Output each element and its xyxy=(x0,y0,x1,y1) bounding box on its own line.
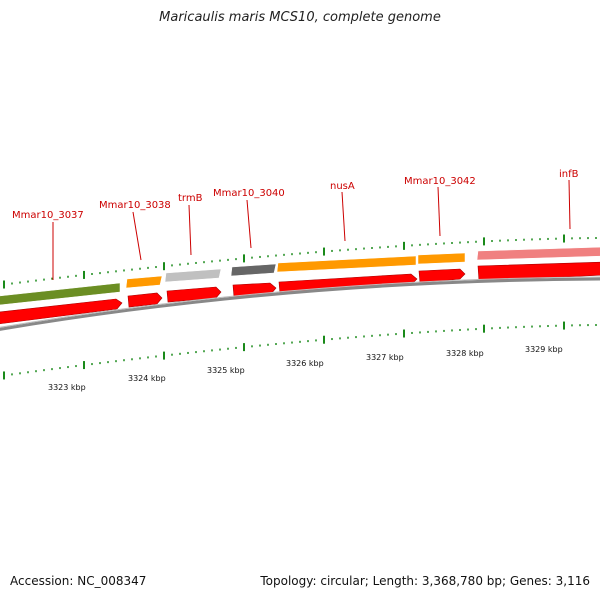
gene-label-mmar10-3042[interactable]: Mmar10_3042 xyxy=(404,176,476,187)
label-leaders xyxy=(52,179,571,280)
cds-arrow-mmar10-3037[interactable] xyxy=(0,298,123,325)
gene-feature-mmar10-3038[interactable] xyxy=(125,275,163,289)
kbp-label: 3327 kbp xyxy=(366,353,404,362)
gene-label-nusa[interactable]: nusA xyxy=(330,181,355,192)
cds-arrow-mmar10-3042[interactable] xyxy=(418,268,466,284)
cds-arrow-mmar10-3038[interactable] xyxy=(127,292,163,308)
genome-summary-text: Topology: circular; Length: 3,368,780 bp… xyxy=(260,574,590,588)
outer-ticks xyxy=(3,234,597,289)
inner-ticks xyxy=(3,321,597,380)
gene-feature-mmar10-3042[interactable] xyxy=(417,252,466,265)
gene-feature-infb[interactable] xyxy=(476,246,600,261)
accession-text: Accession: NC_008347 xyxy=(10,574,147,588)
kbp-label: 3329 kbp xyxy=(525,345,563,354)
kbp-label: 3325 kbp xyxy=(207,366,245,375)
gene-feature-mmar10-3040[interactable] xyxy=(230,263,277,277)
cds-arrow-trmb[interactable] xyxy=(166,286,222,303)
gene-feature-trmb[interactable] xyxy=(164,268,222,283)
gene-labels: Mmar10_3037 Mmar10_3038 trmB Mmar10_3040… xyxy=(12,169,579,221)
map-title: Maricaulis maris MCS10, complete genome xyxy=(159,10,441,25)
gene-label-infb[interactable]: infB xyxy=(559,169,579,180)
gene-label-trmb[interactable]: trmB xyxy=(178,193,203,204)
gene-label-mmar10-3037[interactable]: Mmar10_3037 xyxy=(12,210,84,221)
cds-ring xyxy=(0,261,600,325)
kbp-label: 3328 kbp xyxy=(446,349,484,358)
gene-label-mmar10-3040[interactable]: Mmar10_3040 xyxy=(213,188,285,199)
kbp-label: 3326 kbp xyxy=(286,359,324,368)
gene-label-mmar10-3038[interactable]: Mmar10_3038 xyxy=(99,200,171,211)
genome-backbone xyxy=(0,277,600,331)
cds-arrow-infb[interactable] xyxy=(477,261,600,282)
kbp-label: 3323 kbp xyxy=(48,383,86,392)
kbp-scale-labels: 3323 kbp 3324 kbp 3325 kbp 3326 kbp 3327… xyxy=(48,345,563,392)
genome-backbone-highlight xyxy=(0,276,600,328)
gene-feature-ring xyxy=(0,246,600,306)
gene-feature-nusa[interactable] xyxy=(276,255,417,273)
kbp-label: 3324 kbp xyxy=(128,374,166,383)
gene-feature-mmar10-3037[interactable] xyxy=(0,282,121,306)
